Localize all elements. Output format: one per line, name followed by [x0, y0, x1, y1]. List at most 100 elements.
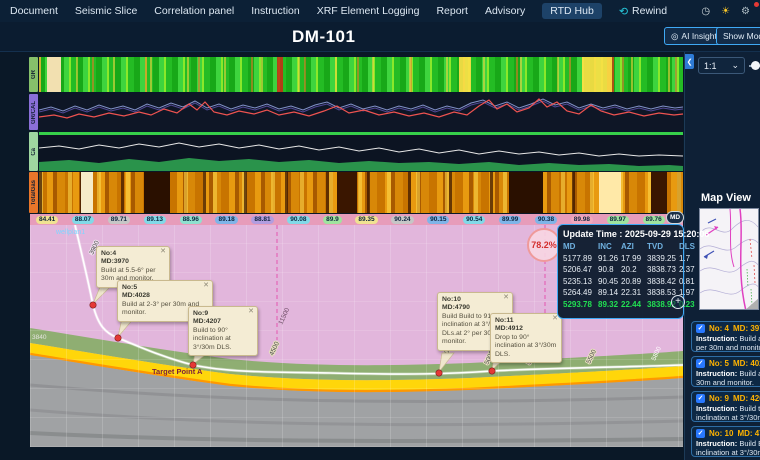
target-point-label: Target Point A — [152, 367, 203, 376]
callout-no11[interactable]: No:11 MD:4912 Drop to 90° inclination at… — [490, 313, 562, 364]
callout-no9-text: Build to 90° inclination at 3°/30m DLS. — [193, 326, 232, 351]
nav-report[interactable]: Report — [436, 5, 468, 17]
table-cell-latest: 5293.78 — [563, 299, 592, 309]
card-no: No: 10 — [709, 429, 734, 438]
track-label-totalgas[interactable]: TotalGas — [29, 172, 38, 213]
clock-icon[interactable]: ◷ — [701, 5, 711, 17]
callout-no11-text: Drop to 90° inclination at 3°/30m DLS. — [495, 333, 557, 358]
md-ruler[interactable]: 84.41 88.07 89.71 89.13 88.96 89.18 88.8… — [30, 214, 683, 225]
callout-no5-md: MD:4028 — [122, 292, 150, 300]
close-icon[interactable]: ✕ — [203, 282, 209, 289]
ruler-md-pill: 90.08 — [287, 215, 310, 224]
col-dls: DLS — [679, 242, 695, 251]
nav-document[interactable]: Document — [10, 5, 58, 17]
table-cell-latest: 22.44 — [621, 299, 642, 309]
instruction-label: Instruction: — [696, 439, 738, 448]
ruler-md-pill: 89.98 — [570, 215, 594, 224]
curve-track-plot — [39, 98, 683, 119]
track-label-gr[interactable]: GR — [29, 57, 38, 92]
checkbox-checked-icon[interactable]: ✓ — [696, 359, 705, 368]
instruction-card-5[interactable]: ✓ No: 5 MD: 4028 Instruction: Build at 2… — [691, 356, 760, 387]
path-md-label: 4500 — [268, 340, 281, 356]
update-time-label: Update Time : — [563, 229, 623, 239]
instruction-card-10[interactable]: ✓ No: 10 MD: 4790 Instruction: Build Bui… — [691, 426, 760, 457]
nav-rewind[interactable]: ⟲ Rewind — [619, 5, 667, 18]
nav-xrf-element-logging[interactable]: XRF Element Logging — [316, 5, 420, 17]
nav-instruction[interactable]: Instruction — [251, 5, 300, 17]
callout-no4-text: Build at 5.5-6° per 30m and monitor. — [101, 266, 156, 283]
page-title: DM-101 — [292, 27, 356, 46]
zoom-plus-button[interactable]: + — [671, 295, 685, 309]
ruler-md-pill: 88.07 — [71, 215, 95, 224]
table-cell: 3839.25 — [647, 253, 676, 263]
instruction-card-9[interactable]: ✓ No: 9 MD: 4207 Instruction: Build to 9… — [691, 391, 760, 422]
chevron-down-icon: ⌄ — [731, 60, 739, 70]
table-cell: 5206.47 — [563, 265, 592, 274]
show-mode-button[interactable]: Show Mode — [716, 27, 760, 45]
collapse-panel-button[interactable]: ❮ — [685, 54, 694, 69]
wellplan-label: wellplan1 — [55, 229, 85, 236]
scale-value: 1:1 — [704, 60, 717, 71]
callout-no5-no: No:5 — [122, 284, 138, 291]
track-curves[interactable] — [39, 94, 683, 130]
scale-select[interactable]: 1:1 ⌄ — [698, 57, 745, 74]
track-ca-curve[interactable] — [39, 132, 683, 171]
track-label-ca-text: Ca — [30, 147, 37, 156]
md-ruler-badge[interactable]: MD — [666, 211, 684, 224]
map-plot — [700, 209, 758, 309]
nav-rewind-label: Rewind — [632, 5, 668, 17]
col-tvd: TVD — [647, 242, 663, 251]
theme-sun-icon[interactable]: ☀ — [721, 5, 731, 17]
table-cell: 3838.73 — [647, 265, 676, 274]
close-icon[interactable]: ✕ — [503, 294, 509, 301]
callout-no9[interactable]: No:9 MD:4207 Build to 90° inclination at… — [188, 306, 258, 357]
table-cell-latest: 3838.92 — [647, 299, 676, 309]
callout-no11-md: MD:4912 — [495, 325, 523, 333]
map-view[interactable] — [699, 208, 759, 310]
accuracy-badge: 78.2% — [527, 228, 561, 262]
instruction-card-list: ✓ No: 4 MD: 3970 Instruction: Build at 5… — [691, 321, 760, 460]
track-label-ca[interactable]: Ca — [29, 132, 38, 171]
gear-icon[interactable]: ⚙ — [741, 5, 750, 17]
instruction-text: Build to 90° inclination at 3°/30m DLS. — [696, 404, 760, 422]
col-azi: AZI — [621, 242, 634, 251]
nav-correlation-panel[interactable]: Correlation panel — [154, 5, 235, 17]
right-sidebar: ❮ 1:1 ⌄ Map View — [684, 52, 760, 460]
instruction-card-4[interactable]: ✓ No: 4 MD: 3970 Instruction: Build at 5… — [691, 321, 760, 352]
ai-insights-icon: ◎ — [671, 30, 679, 41]
zoom-slider-handle[interactable] — [751, 61, 760, 70]
track-spectral-gr[interactable] — [39, 57, 683, 92]
nav-utility-icons: ◷ ☀ ⚙ — [701, 0, 750, 22]
checkbox-checked-icon[interactable]: ✓ — [696, 429, 705, 438]
ruler-md-pill: 84.41 — [36, 215, 59, 224]
table-cell-latest: 89.32 — [598, 299, 619, 309]
table-cell: 91.26 — [598, 253, 619, 263]
close-icon[interactable]: ✕ — [552, 315, 558, 322]
ruler-md-pill: 89.99 — [498, 215, 522, 224]
callout-no5-text: Build at 2-3° per 30m and monitor. — [122, 300, 200, 317]
table-cell-latest: 0.23 — [679, 299, 695, 309]
col-inc: INC — [598, 242, 612, 251]
ruler-md-pill: 90.54 — [463, 215, 486, 224]
nav-rtd-hub[interactable]: RTD Hub — [542, 3, 602, 19]
nav-seismic-slice[interactable]: Seismic Slice — [74, 5, 138, 17]
nav-advisory[interactable]: Advisory — [484, 5, 526, 17]
track-totalgas-heatmap[interactable] — [39, 172, 683, 213]
track-label-grcal[interactable]: GR/CAL — [29, 94, 38, 130]
table-cell: 89.14 — [598, 288, 619, 297]
survey-update-panel[interactable]: Update Time : 2025-09-29 15:20:06 MD INC… — [557, 224, 709, 319]
callout-no9-no: No:9 — [193, 310, 209, 317]
callout-no4-no: No:4 — [101, 250, 117, 257]
coordinate-line-label: 11500 — [277, 307, 291, 326]
checkbox-checked-icon[interactable]: ✓ — [696, 324, 705, 333]
checkbox-checked-icon[interactable]: ✓ — [696, 394, 705, 403]
close-icon[interactable]: ✕ — [248, 308, 254, 315]
tvd-axis-label: 3840 — [32, 334, 47, 341]
close-icon[interactable]: ✕ — [160, 248, 166, 255]
table-cell: 90.8 — [598, 265, 614, 274]
table-cell: 20.89 — [621, 276, 642, 286]
callout-no9-md: MD:4207 — [193, 318, 221, 326]
notification-dot — [754, 2, 759, 7]
card-md: MD: 4028 — [733, 359, 760, 368]
